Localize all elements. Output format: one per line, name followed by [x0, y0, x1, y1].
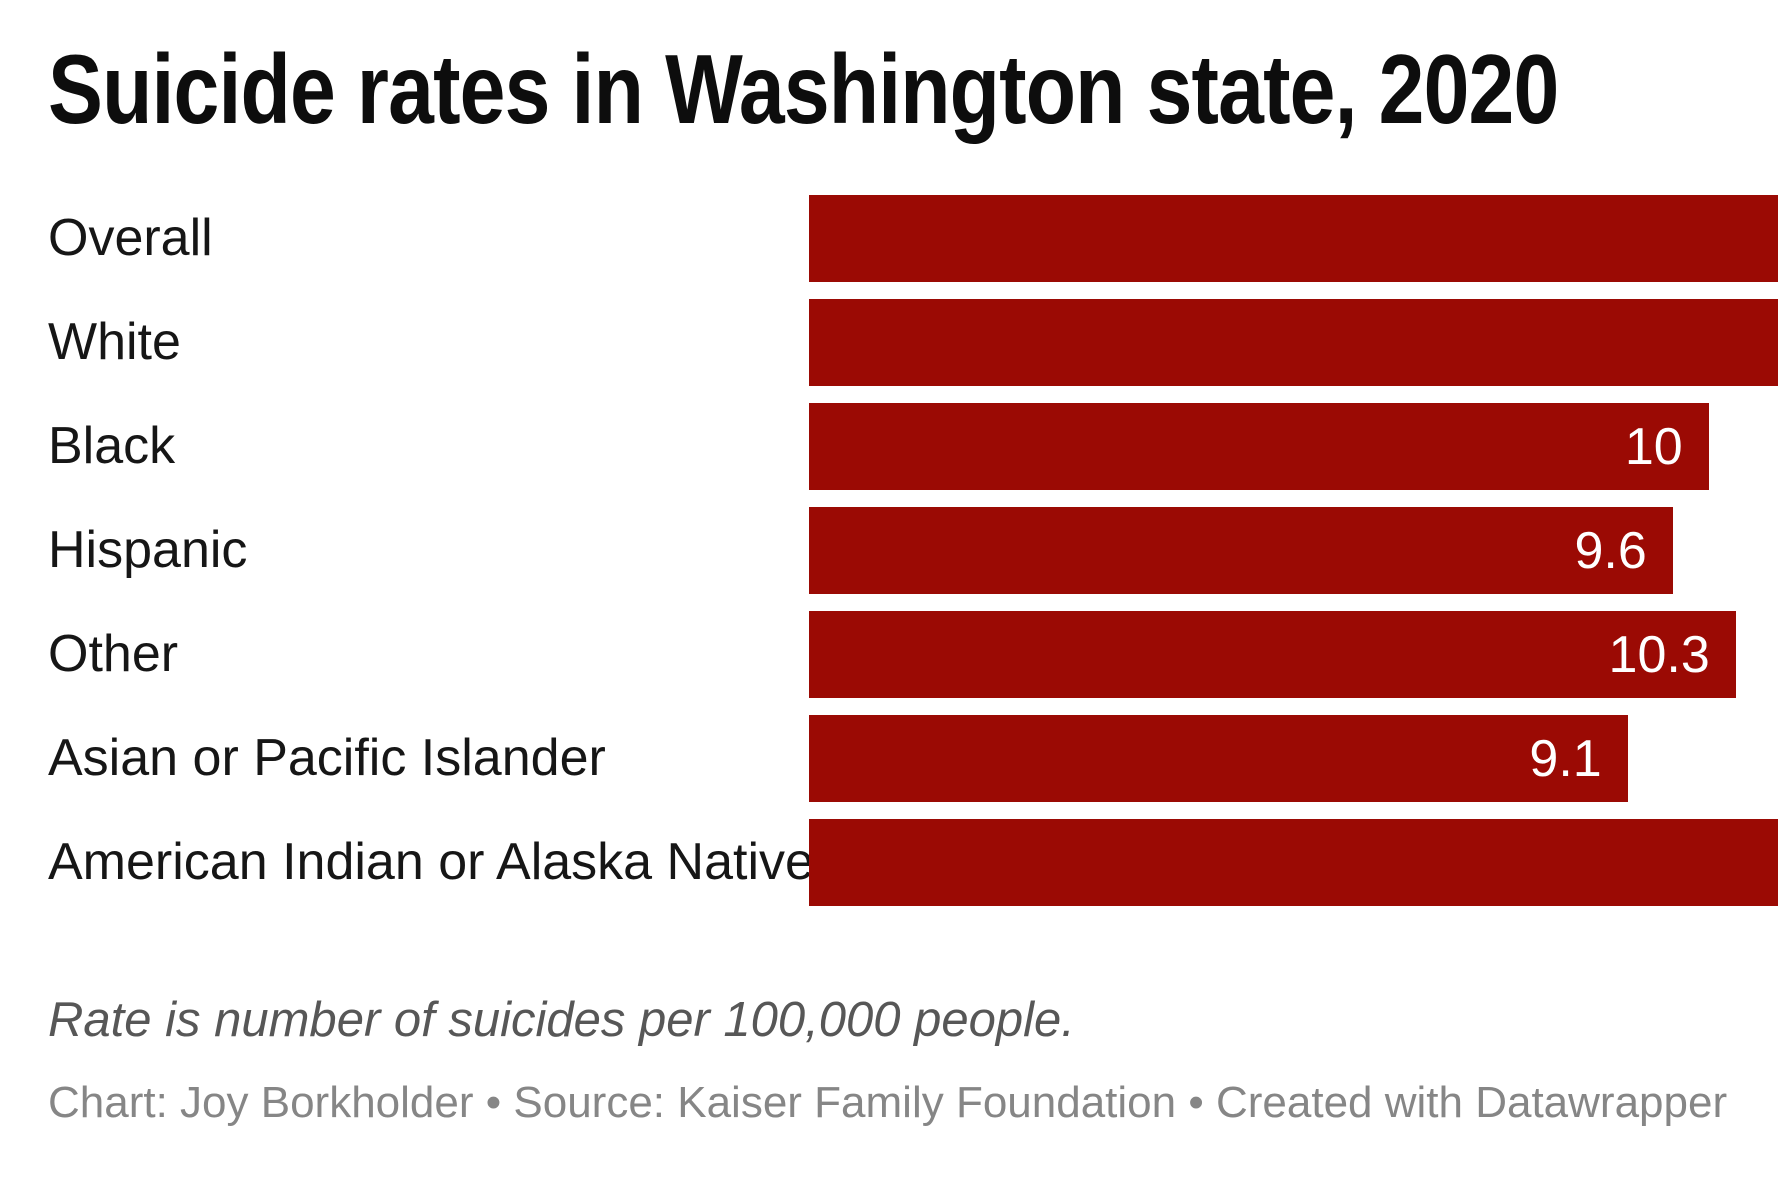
bar-row: Asian or Pacific Islander 9.1 — [0, 715, 1778, 802]
bar-track — [809, 195, 1778, 282]
category-label: Other — [48, 625, 179, 683]
bar-track — [809, 299, 1778, 386]
value-label: 9.1 — [1529, 729, 1602, 788]
bar: 10.3 — [809, 611, 1736, 698]
chart-title: Suicide rates in Washington state, 2020 — [48, 34, 1559, 144]
bar: 9.1 — [809, 715, 1628, 802]
bar-track: 10 — [809, 403, 1778, 490]
value-label: 10.3 — [1608, 625, 1710, 684]
chart-note: Rate is number of suicides per 100,000 p… — [48, 993, 1075, 1047]
bar-row: American Indian or Alaska Native — [0, 819, 1778, 906]
bar — [809, 299, 1778, 386]
category-label: Black — [48, 417, 176, 475]
bar-row: Other 10.3 — [0, 611, 1778, 698]
category-label: Asian or Pacific Islander — [48, 729, 606, 787]
bar-track: 9.6 — [809, 507, 1778, 594]
category-label: Hispanic — [48, 521, 248, 579]
bar-row: Hispanic 9.6 — [0, 507, 1778, 594]
bar-track: 9.1 — [809, 715, 1778, 802]
value-label: 9.6 — [1574, 521, 1647, 580]
category-label: White — [48, 313, 181, 371]
bar-track: 10.3 — [809, 611, 1778, 698]
category-label: Overall — [48, 209, 213, 267]
bar-row: Black 10 — [0, 403, 1778, 490]
bar — [809, 195, 1778, 282]
bar — [809, 819, 1778, 906]
value-label: 10 — [1624, 417, 1683, 476]
bar-row: White — [0, 299, 1778, 386]
bar-chart: Overall White Black 10 Hispanic 9.6 Other 10.3 A… — [0, 195, 1778, 923]
chart-attribution: Chart: Joy Borkholder • Source: Kaiser F… — [48, 1078, 1728, 1127]
bar-track — [809, 819, 1778, 906]
bar: 10 — [809, 403, 1709, 490]
bar: 9.6 — [809, 507, 1673, 594]
category-label: American Indian or Alaska Native — [48, 833, 814, 891]
bar-row: Overall — [0, 195, 1778, 282]
